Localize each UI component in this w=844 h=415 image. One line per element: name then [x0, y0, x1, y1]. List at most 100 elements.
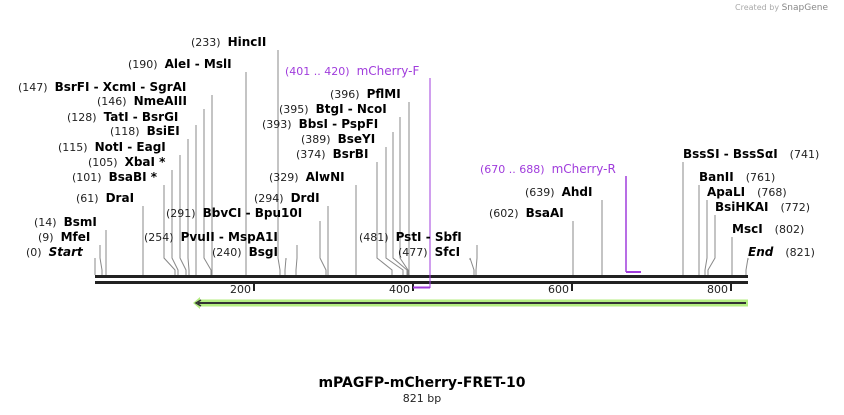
site-position: (602) — [489, 207, 519, 220]
site-name: mCherry-R — [551, 162, 616, 176]
feature-arrow[interactable] — [193, 297, 748, 309]
site-position: (481) — [359, 231, 389, 244]
site-position: (374) — [296, 148, 326, 161]
site-label-hincii[interactable]: (233) HincII — [191, 34, 266, 51]
site-position: (14) — [34, 216, 57, 229]
site-label-pflmi[interactable]: (396) PflMI — [330, 86, 401, 103]
site-name: NmeAIII — [133, 94, 187, 108]
site-position: (401 .. 420) — [285, 65, 350, 78]
site-label-bseyi[interactable]: (389) BseYI — [301, 131, 375, 148]
site-position: (291) — [166, 207, 196, 220]
site-label-pvuii[interactable]: (254) PvuII - MspA1I — [144, 229, 278, 246]
site-line-psti — [475, 245, 478, 275]
snapgene-logo-text: SnapGene — [781, 3, 828, 13]
site-position: (477) — [398, 246, 428, 259]
site-name: NotI - EagI — [94, 140, 166, 154]
site-label-bsiei[interactable]: (118) BsiEI — [110, 123, 180, 140]
site-label-alwni[interactable]: (329) AlwNI — [269, 169, 345, 186]
site-label-ahdi[interactable]: (639) AhdI — [525, 184, 592, 201]
site-position: (395) — [279, 103, 309, 116]
site-position: (190) — [128, 58, 158, 71]
site-line-end — [745, 257, 749, 275]
site-position: (393) — [262, 118, 292, 131]
site-line-pvuii — [295, 245, 298, 275]
site-position: (128) — [67, 111, 97, 124]
site-label-bsmi[interactable]: (14) BsmI — [34, 214, 97, 231]
ruler-label: 200 — [230, 283, 251, 296]
primer-mcherry-f-mark[interactable] — [413, 78, 431, 289]
site-line-btgi — [399, 117, 409, 275]
primer-label-mcherryf[interactable]: (401 .. 420) mCherry-F — [285, 63, 419, 80]
primer-mcherry-r-mark[interactable] — [625, 176, 641, 273]
site-position: (147) — [18, 81, 48, 94]
site-position: (396) — [330, 88, 360, 101]
site-name: End — [748, 245, 774, 259]
site-label-nmeaiii[interactable]: (146) NmeAIII — [97, 93, 187, 110]
site-line-hincii — [277, 50, 281, 275]
site-line-bsgi — [284, 257, 287, 275]
site-name: mCherry-F — [356, 64, 420, 78]
site-name: SfcI — [434, 245, 461, 259]
site-lines — [94, 50, 749, 275]
primer-label-mcherryr[interactable]: (670 .. 688) mCherry-R — [480, 161, 616, 178]
ruler-label: 400 — [389, 283, 410, 296]
site-label-xbai[interactable]: (105) XbaI * — [88, 154, 165, 171]
site-label-bsrfi[interactable]: (147) BsrFI - XcmI - SgrAI — [18, 79, 186, 96]
site-label-psti[interactable]: (481) PstI - SbfI — [359, 229, 462, 246]
site-label-apali[interactable]: ApaLI (768) — [707, 184, 787, 201]
ruler-label: 600 — [548, 283, 569, 296]
site-label-tati[interactable]: (128) TatI - BsrGI — [67, 109, 178, 126]
site-label-drdi[interactable]: (294) DrdI — [254, 190, 320, 207]
snapgene-credit: Created by SnapGene — [735, 3, 828, 13]
site-label-bsssi[interactable]: BssSI - BssSαI (741) — [683, 146, 819, 163]
site-line-bseyi — [385, 147, 404, 275]
site-name: TatI - BsrGI — [103, 110, 179, 124]
site-name: BbsI - PspFI — [298, 117, 379, 131]
site-name: MfeI — [60, 230, 91, 244]
site-line-xbai — [171, 170, 179, 275]
site-label-end[interactable]: End (821) — [748, 244, 815, 261]
site-name: HincII — [227, 35, 267, 49]
site-name: XbaI * — [124, 155, 166, 169]
site-position: (294) — [254, 192, 284, 205]
site-name: BseYI — [337, 132, 376, 146]
site-line-sfci — [469, 257, 475, 275]
site-name: PvuII - MspA1I — [180, 230, 278, 244]
sequence-length: 821 bp — [402, 392, 442, 405]
site-label-bsaai[interactable]: (602) BsaAI — [489, 205, 564, 222]
site-line-noti — [179, 155, 187, 275]
site-label-btgi[interactable]: (395) BtgI - NcoI — [279, 101, 387, 118]
site-line-bbsi — [392, 132, 408, 275]
site-position: (802) — [774, 223, 805, 236]
site-label-bsabi[interactable]: (101) BsaBI * — [72, 169, 157, 186]
backbone-top-strand — [95, 275, 748, 278]
site-position: (105) — [88, 156, 118, 169]
site-label-bbsi[interactable]: (393) BbsI - PspFI — [262, 116, 378, 133]
site-name: BsmI — [63, 215, 97, 229]
site-label-noti[interactable]: (115) NotI - EagI — [58, 139, 166, 156]
site-position: (233) — [191, 36, 221, 49]
site-label-bbvci[interactable]: (291) BbvCI - Bpu10I — [166, 205, 302, 222]
site-name: PstI - SbfI — [395, 230, 462, 244]
site-name: BsgI — [248, 245, 278, 259]
site-label-sfci[interactable]: (477) SfcI — [398, 244, 460, 261]
site-label-bsgi[interactable]: (240) BsgI — [212, 244, 278, 261]
site-label-bsrbi[interactable]: (374) BsrBI — [296, 146, 368, 163]
site-line-bsihkai — [707, 215, 716, 275]
site-name: DrdI — [290, 191, 320, 205]
site-position: (118) — [110, 125, 140, 138]
site-label-start[interactable]: (0) Start — [26, 244, 83, 261]
site-label-drai[interactable]: (61) DraI — [76, 190, 134, 207]
site-label-msci[interactable]: MscI (802) — [732, 221, 804, 238]
site-label-alei[interactable]: (190) AleI - MslI — [128, 56, 232, 73]
ruler-ticks — [253, 283, 732, 291]
site-position: (101) — [72, 171, 102, 184]
site-position: (0) — [26, 246, 42, 259]
site-position: (761) — [745, 171, 776, 184]
ruler-label: 800 — [707, 283, 728, 296]
site-label-mfei[interactable]: (9) MfeI — [38, 229, 90, 246]
site-label-banii[interactable]: BanII (761) — [699, 169, 775, 186]
site-label-bsihkai[interactable]: BsiHKAI (772) — [715, 199, 810, 216]
